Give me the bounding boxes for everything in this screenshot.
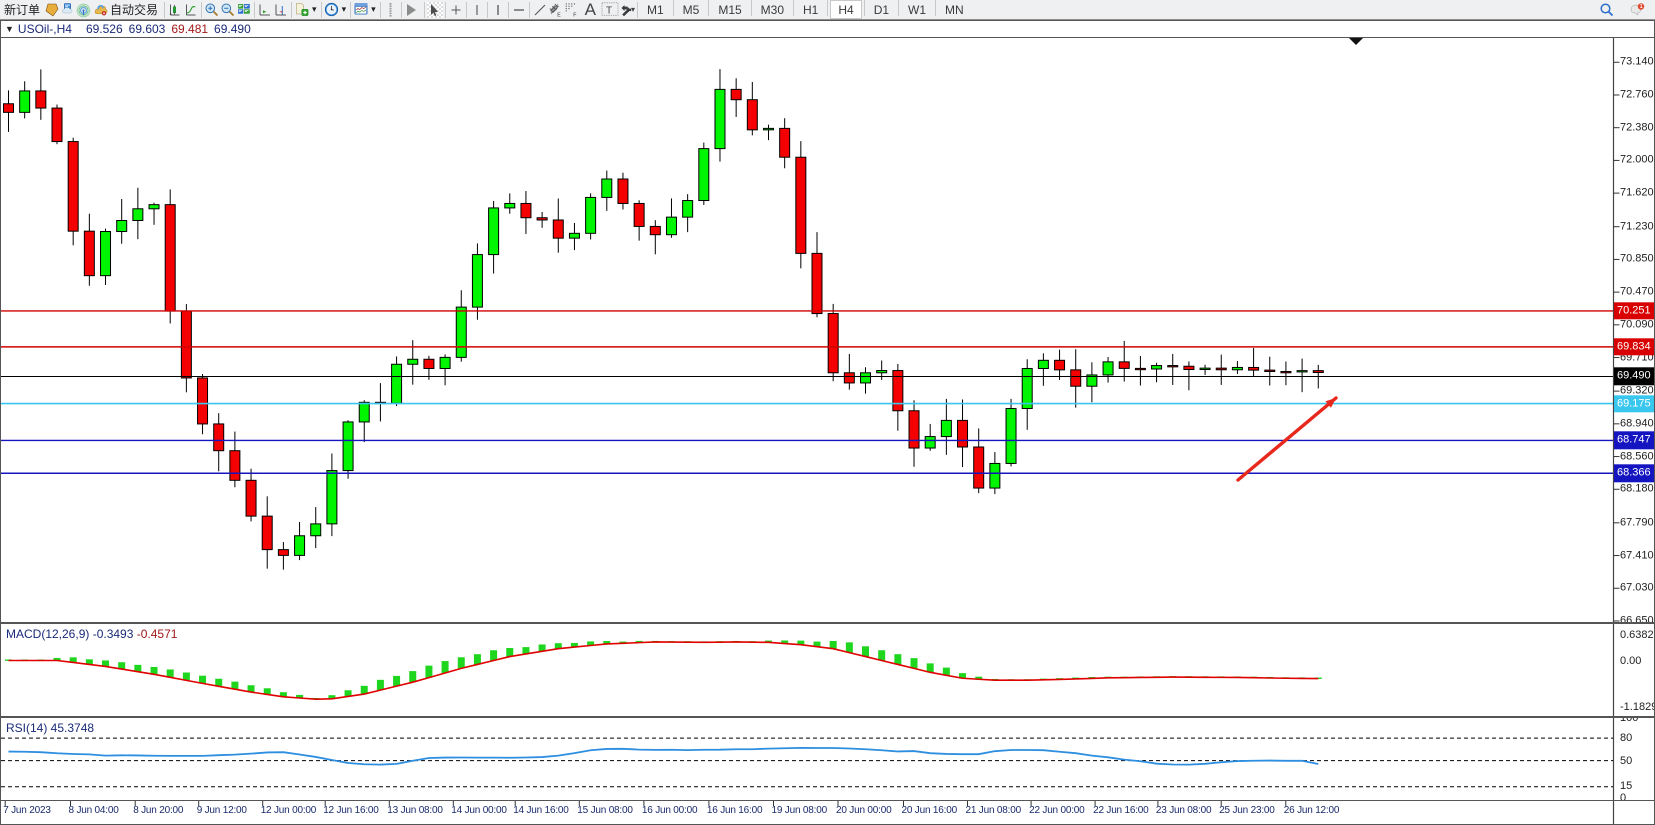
svg-text:E: E [557, 12, 561, 18]
svg-text:T: T [606, 5, 612, 16]
svg-text:F: F [573, 12, 576, 18]
svg-text:1: 1 [1640, 3, 1643, 9]
